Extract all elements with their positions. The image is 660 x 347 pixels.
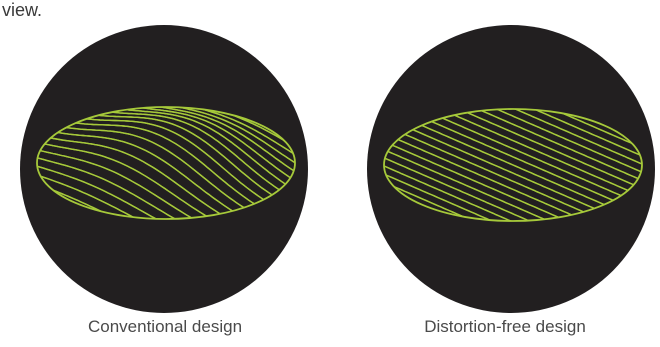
mesh-line [100,107,295,192]
mesh-line [384,148,551,221]
mesh-line [37,145,204,219]
mesh-line [400,109,642,215]
panel-distortion-free [340,24,660,314]
mesh-outline [383,108,643,222]
caption-distortion-free: Distortion-free design [424,317,586,336]
mesh-line [37,141,214,219]
mesh-line [384,143,561,221]
mesh-line [384,123,608,221]
caption-conventional: Conventional design [87,317,243,336]
mesh-line [428,109,642,203]
mesh-line [109,107,295,188]
conventional-design-figure [20,25,308,313]
mesh-line [384,119,617,221]
mesh-line [37,149,195,219]
mesh-line [418,109,642,207]
dark-circle [367,25,655,313]
mesh-line [384,135,579,221]
panel-conventional [0,24,330,314]
mesh-line [81,107,295,199]
mesh-outline [36,106,296,220]
mesh-line [384,139,570,221]
distortion-free-design-figure [367,25,655,313]
mesh-line [475,109,642,182]
dark-circle [20,25,308,313]
mesh-line [90,107,295,196]
mesh-line [118,107,295,184]
mesh-line [37,128,242,219]
mesh-line [37,137,223,219]
mesh-line [409,109,642,211]
continued-text-fragment: view. [2,0,43,20]
mesh-line [384,127,598,221]
mesh-line [456,109,642,191]
mesh-line [447,109,642,195]
mesh-line [465,109,642,187]
mesh-line [390,111,636,219]
mesh-line [384,115,626,221]
